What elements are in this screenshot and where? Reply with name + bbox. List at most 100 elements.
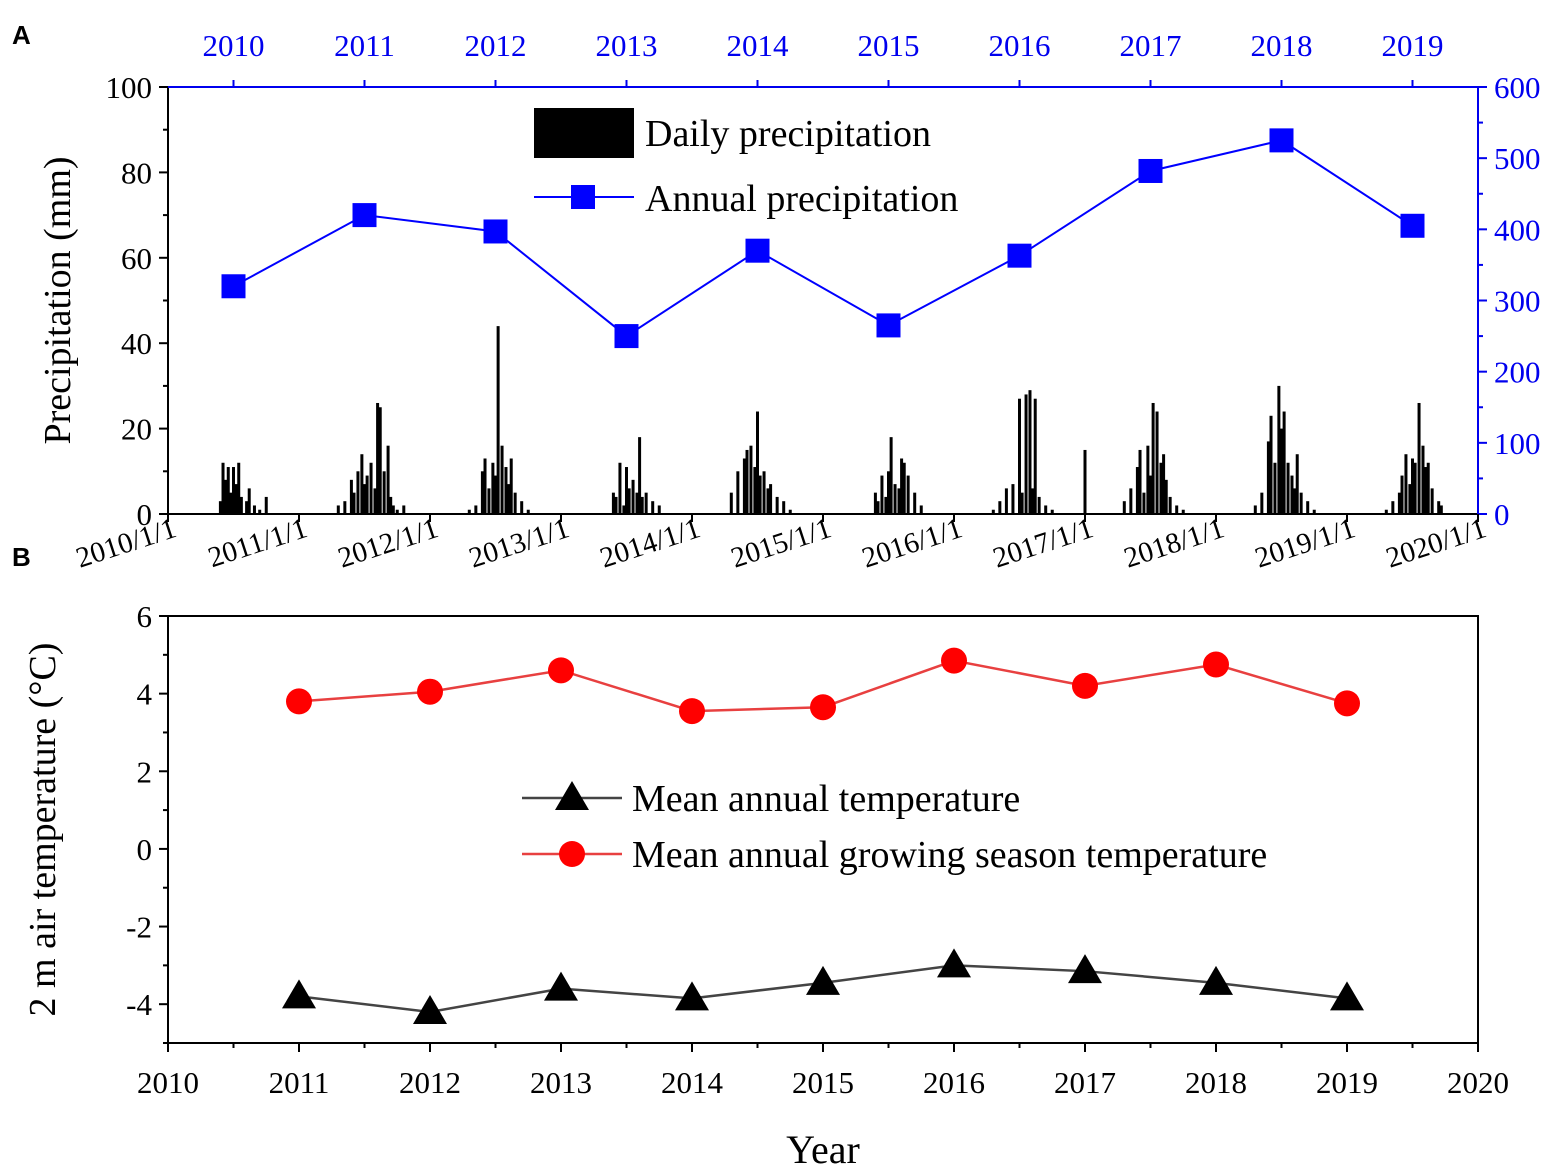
daily-precip-bar <box>775 496 779 514</box>
daily-precip-bar <box>491 462 495 514</box>
annual-precip-marker <box>1007 243 1032 268</box>
daily-precip-bar <box>369 462 373 514</box>
daily-precip-bar <box>1408 484 1412 514</box>
y2-tick-label: 300 <box>1494 284 1541 319</box>
y-tick-label: 0 <box>137 497 153 532</box>
x-tick-label: 2015/1/1 <box>727 512 835 574</box>
daily-precip-bar <box>1159 462 1163 514</box>
y-tick-label: 40 <box>121 326 152 361</box>
daily-precip-bar <box>389 496 393 514</box>
daily-precip-bar <box>234 484 238 514</box>
daily-precip-bar <box>902 462 906 514</box>
daily-precip-bar <box>1273 462 1277 514</box>
daily-precip-bar <box>1439 505 1443 514</box>
panel-a-label: A <box>12 20 31 50</box>
daily-precip-bar <box>635 492 639 514</box>
top-axis-label: 2018 <box>1251 28 1313 63</box>
top-axis-label: 2012 <box>465 28 527 63</box>
daily-precip-bar <box>873 492 877 514</box>
top-axis-label: 2019 <box>1382 28 1444 63</box>
daily-precip-bar <box>631 479 635 514</box>
daily-precip-bar <box>1155 411 1159 514</box>
annual-precip-marker <box>1400 213 1425 238</box>
daily-precip-bar <box>373 488 377 514</box>
daily-precip-bar <box>1391 501 1395 514</box>
daily-precip-bar <box>1295 454 1299 514</box>
daily-precip-bar <box>1253 505 1257 514</box>
x-tick-label: 2013 <box>530 1065 592 1100</box>
daily-precip-bar <box>504 467 508 514</box>
y-tick-label: 20 <box>121 412 152 447</box>
legend-daily-swatch <box>534 108 634 158</box>
daily-precip-bar <box>1162 454 1166 514</box>
y2-tick-label: 200 <box>1494 355 1541 390</box>
y-tick-label: 2 <box>137 754 153 789</box>
daily-precip-bar <box>1411 458 1414 514</box>
daily-precip-bar <box>1413 462 1417 514</box>
daily-precip-bar <box>1138 449 1142 514</box>
daily-precip-bar <box>876 501 880 514</box>
top-axis-label: 2010 <box>203 28 265 63</box>
daily-precip-bar <box>526 509 530 514</box>
daily-precip-bar <box>258 509 262 514</box>
panel-b-label: B <box>12 542 31 572</box>
daily-precip-bar <box>640 496 644 514</box>
daily-precip-bar <box>906 475 910 514</box>
daily-precip-bar <box>1299 492 1303 514</box>
growing-season-marker <box>810 694 836 721</box>
daily-precip-bar <box>611 492 615 514</box>
y2-tick-label: 400 <box>1494 212 1541 247</box>
daily-precip-bar <box>887 471 890 514</box>
x-tick-label: 2017 <box>1054 1065 1116 1100</box>
daily-precip-bar <box>657 505 661 514</box>
daily-precip-bar <box>365 475 369 514</box>
x-tick-label: 2020/1/1 <box>1382 512 1490 574</box>
daily-precip-bar <box>1122 501 1126 514</box>
daily-precip-bar <box>625 467 628 514</box>
daily-precip-bar <box>1020 492 1024 514</box>
daily-precip-bar <box>627 488 631 514</box>
daily-precip-bar <box>252 505 256 514</box>
daily-precip-bar <box>638 437 642 514</box>
daily-precip-bar <box>753 467 757 514</box>
daily-precip-bar <box>1024 394 1028 514</box>
x-axis-title: Year <box>786 1127 860 1171</box>
x-tick-label: 2012/1/1 <box>334 512 442 574</box>
x-tick-label: 2017/1/1 <box>989 512 1097 574</box>
daily-precip-bar <box>880 475 884 514</box>
x-tick-label: 2019/1/1 <box>1251 512 1359 574</box>
panel-b-temperature-chart: -4 -2 0 2 4 6 2010 2011 2012 2013 2014 2015 2016 2017… <box>22 599 1509 1171</box>
daily-precip-bar <box>487 488 491 514</box>
daily-precip-bar <box>1421 445 1425 514</box>
daily-precip-bar <box>1031 488 1035 514</box>
daily-precip-bar <box>1282 411 1286 514</box>
daily-precip-bar <box>1397 492 1401 514</box>
mean-annual-marker <box>1068 954 1102 984</box>
daily-precip-bar <box>218 501 222 514</box>
daily-precip-bar <box>1050 509 1054 514</box>
x-tick-label: 2019 <box>1316 1065 1378 1100</box>
daily-precip-bar <box>897 488 901 514</box>
daily-precip-bar <box>1151 402 1155 514</box>
y-tick-label: 6 <box>137 599 153 634</box>
daily-precip-bar <box>736 471 740 514</box>
daily-precip-bar <box>1181 509 1185 514</box>
daily-precip-bar <box>782 501 786 514</box>
daily-precip-bar <box>496 326 500 514</box>
mean-annual-marker <box>675 981 709 1011</box>
top-axis-label: 2011 <box>334 28 395 63</box>
y2-tick-label: 600 <box>1494 70 1541 105</box>
daily-precip-bar <box>745 449 749 514</box>
daily-precip-bar <box>386 445 390 514</box>
daily-precip-bar <box>1044 505 1048 514</box>
daily-precip-bar <box>500 445 504 514</box>
y-tick-label: 4 <box>137 677 153 712</box>
growing-season-marker <box>1203 651 1229 678</box>
daily-precip-bar <box>766 488 770 514</box>
x-tick-label: 2016 <box>923 1065 985 1100</box>
daily-precip-bar <box>1400 475 1404 514</box>
y-tick-label: -4 <box>126 987 152 1022</box>
y-tick-label: 0 <box>137 832 153 867</box>
daily-precip-bar <box>1286 462 1290 514</box>
